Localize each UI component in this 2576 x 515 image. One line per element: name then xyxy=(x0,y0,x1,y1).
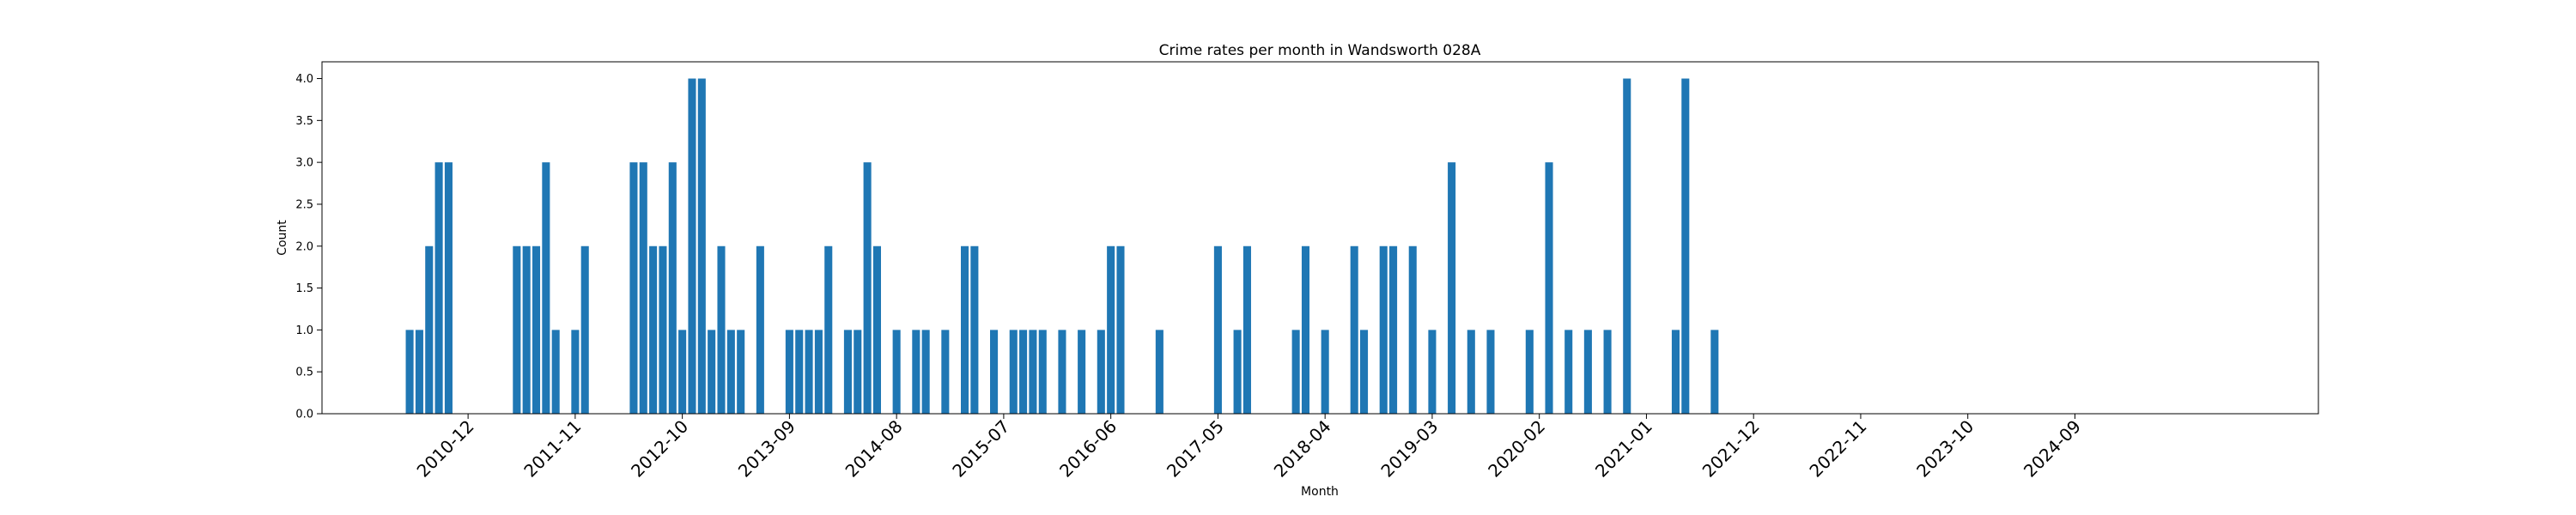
bar-2011-11 xyxy=(571,330,580,414)
y-tick-label: 3.5 xyxy=(295,115,313,128)
y-tick-label: 1.5 xyxy=(295,282,313,295)
bar-2021-05 xyxy=(1681,78,1690,415)
bar-2020-07 xyxy=(1583,330,1592,414)
bar-2018-08 xyxy=(1360,330,1369,414)
bar-2011-05 xyxy=(513,245,521,414)
y-tick-label: 2.0 xyxy=(295,240,313,253)
bar-2016-11 xyxy=(1155,330,1163,414)
bar-2015-06 xyxy=(990,330,999,414)
bar-2020-01 xyxy=(1525,330,1534,414)
bar-2015-03 xyxy=(961,245,969,414)
bar-2012-09 xyxy=(668,162,677,414)
bar-2018-02 xyxy=(1301,245,1310,414)
bars-group xyxy=(405,78,1719,415)
bar-2018-10 xyxy=(1379,245,1388,414)
bar-2012-12 xyxy=(697,78,706,415)
bar-2014-08 xyxy=(892,330,901,414)
bar-2014-11 xyxy=(921,330,930,414)
bar-2011-09 xyxy=(551,330,560,414)
bar-2012-11 xyxy=(688,78,696,415)
bar-2014-10 xyxy=(912,330,920,414)
bar-2018-04 xyxy=(1321,330,1329,414)
bar-2011-07 xyxy=(532,245,541,414)
bar-2020-03 xyxy=(1545,162,1553,414)
bar-2010-08 xyxy=(425,245,434,414)
bar-2018-01 xyxy=(1291,330,1300,414)
bar-2017-08 xyxy=(1242,245,1251,414)
bar-2011-06 xyxy=(522,245,531,414)
bar-2012-08 xyxy=(659,245,667,414)
bar-2010-10 xyxy=(444,162,453,414)
bar-2018-11 xyxy=(1389,245,1398,414)
bar-2020-05 xyxy=(1564,330,1573,414)
y-tick-label: 0.0 xyxy=(295,409,313,421)
bar-2020-09 xyxy=(1603,330,1612,414)
bar-2012-10 xyxy=(678,330,687,414)
y-tick-label: 2.5 xyxy=(295,198,313,211)
bar-2016-01 xyxy=(1058,330,1066,414)
bar-2016-03 xyxy=(1078,330,1086,414)
bar-2015-08 xyxy=(1009,330,1018,414)
bar-2019-01 xyxy=(1408,245,1417,414)
y-axis: 0.0 0.5 1.0 1.5 2.0 2.5 3.0 3.5 4.0 xyxy=(295,73,322,421)
bar-2016-07 xyxy=(1116,245,1125,414)
bar-2014-04 xyxy=(854,330,862,414)
bar-2012-05 xyxy=(629,162,638,414)
bar-2015-10 xyxy=(1029,330,1037,414)
bar-2019-07 xyxy=(1467,330,1475,414)
bar-2016-05 xyxy=(1097,330,1105,414)
x-axis-title: Month xyxy=(1301,485,1339,499)
bar-2013-12 xyxy=(814,330,823,414)
bar-2015-04 xyxy=(970,245,979,414)
bar-2013-09 xyxy=(785,330,793,414)
y-tick-label: 1.0 xyxy=(295,324,313,337)
bar-2014-01 xyxy=(824,245,833,414)
bar-2019-03 xyxy=(1428,330,1437,414)
bar-2012-07 xyxy=(649,245,658,414)
bar-2018-07 xyxy=(1350,245,1358,414)
bar-2014-05 xyxy=(863,162,872,414)
bar-2011-12 xyxy=(580,245,589,414)
bar-2021-08 xyxy=(1710,330,1719,414)
y-tick-label: 3.0 xyxy=(295,157,313,170)
bar-2019-05 xyxy=(1448,162,1456,414)
bar-2012-06 xyxy=(639,162,647,414)
bar-2010-07 xyxy=(415,330,423,414)
plot-area-frame xyxy=(321,61,2319,415)
bar-2017-07 xyxy=(1233,330,1242,414)
bar-2010-09 xyxy=(434,162,443,414)
bar-2011-08 xyxy=(542,162,550,414)
bar-2013-10 xyxy=(795,330,804,414)
y-tick-label: 4.0 xyxy=(295,73,313,86)
bar-2013-01 xyxy=(708,330,716,414)
y-axis-title: Count xyxy=(276,220,289,256)
bar-2013-06 xyxy=(756,245,764,414)
bar-2014-03 xyxy=(843,330,852,414)
bar-2015-01 xyxy=(941,330,950,414)
bar-2015-11 xyxy=(1038,330,1047,414)
bar-2013-04 xyxy=(737,330,745,414)
bar-2019-09 xyxy=(1486,330,1495,414)
bar-2010-06 xyxy=(405,330,414,414)
bar-2015-09 xyxy=(1019,330,1028,414)
bar-2021-04 xyxy=(1671,330,1680,414)
bar-2013-02 xyxy=(717,245,726,414)
bar-2013-03 xyxy=(726,330,735,414)
bar-2014-06 xyxy=(872,245,881,414)
bar-2016-06 xyxy=(1107,245,1115,414)
bar-2020-11 xyxy=(1623,78,1631,415)
bar-2017-05 xyxy=(1213,245,1222,414)
y-tick-label: 0.5 xyxy=(295,367,313,379)
bar-2013-11 xyxy=(805,330,813,414)
chart-title: Crime rates per month in Wandsworth 028A xyxy=(1159,42,1481,59)
